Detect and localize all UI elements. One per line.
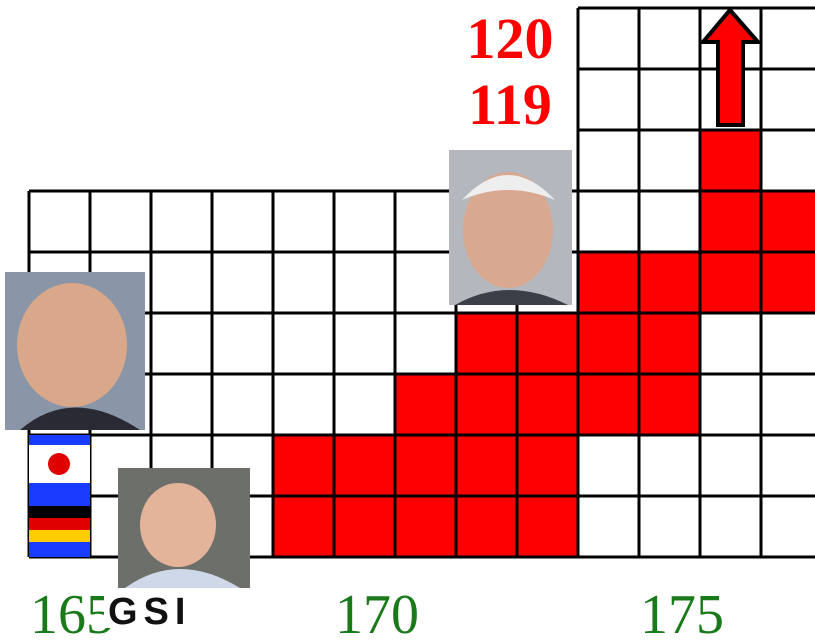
flag-germany [29, 496, 90, 557]
logo: GSI [108, 591, 191, 633]
red-cell [700, 191, 815, 252]
red-cell [273, 496, 578, 557]
red-cell [700, 130, 761, 191]
photo-3 [449, 150, 572, 305]
red-cell [273, 435, 578, 496]
flag-japan [29, 435, 90, 496]
element-label: 119 [468, 72, 552, 137]
neutron-label: 165 [30, 584, 114, 640]
neutron-label: 175 [640, 584, 724, 640]
red-cell [395, 374, 700, 435]
photo-2 [118, 468, 250, 588]
red-cell [578, 252, 815, 313]
element-label: 120 [467, 6, 554, 71]
photo-1 [5, 272, 145, 430]
diagram: 120 119 165 170 175 GSI [0, 0, 815, 640]
neutron-label: 170 [335, 584, 419, 640]
